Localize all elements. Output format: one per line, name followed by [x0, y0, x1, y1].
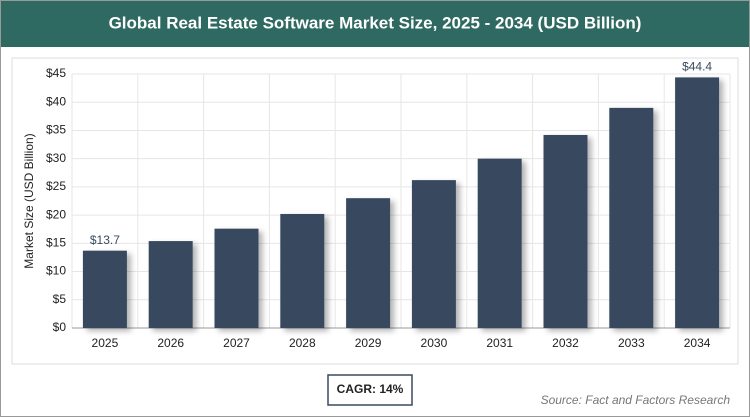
y-tick-label: $25 — [46, 179, 66, 193]
x-tick-label: 2029 — [355, 336, 382, 350]
x-tick-label: 2034 — [684, 336, 711, 350]
y-tick-label: $35 — [46, 123, 66, 137]
bar — [609, 107, 654, 328]
x-tick-label: 2032 — [552, 336, 579, 350]
bar — [214, 228, 259, 328]
x-tick-label: 2026 — [157, 336, 184, 350]
y-tick-label: $0 — [53, 320, 67, 334]
x-tick-label: 2031 — [486, 336, 513, 350]
x-tick-label: 2027 — [223, 336, 250, 350]
bar — [543, 134, 588, 328]
y-tick-label: $20 — [46, 207, 66, 221]
data-label: $44.4 — [682, 60, 712, 74]
y-tick-label: $45 — [46, 66, 66, 80]
y-tick-label: $15 — [46, 236, 66, 250]
plot-frame — [11, 57, 739, 365]
bar — [346, 198, 391, 328]
bar — [280, 213, 325, 328]
x-tick-label: 2033 — [618, 336, 645, 350]
header — [1, 1, 749, 47]
data-label: $13.7 — [90, 233, 120, 247]
x-tick-label: 2028 — [289, 336, 316, 350]
y-tick-label: $5 — [53, 292, 67, 306]
y-tick-label: $40 — [46, 94, 66, 108]
bar — [411, 180, 456, 328]
bar — [82, 250, 127, 328]
bar — [477, 158, 522, 328]
source: Source: Fact and Factors Research — [541, 393, 731, 407]
bar — [675, 77, 720, 329]
chart-title: Global Real Estate Software Market Size,… — [109, 13, 642, 32]
x-tick-label: 2030 — [421, 336, 448, 350]
x-tick-label: 2025 — [92, 336, 119, 350]
y-axis-label: Market Size (USD Billion) — [22, 133, 36, 268]
y-tick-label: $10 — [46, 264, 66, 278]
y-tick-label: $30 — [46, 151, 66, 165]
cagr-label: CAGR: 14% — [337, 382, 404, 396]
cagr-box — [327, 374, 413, 406]
bar — [148, 241, 193, 328]
